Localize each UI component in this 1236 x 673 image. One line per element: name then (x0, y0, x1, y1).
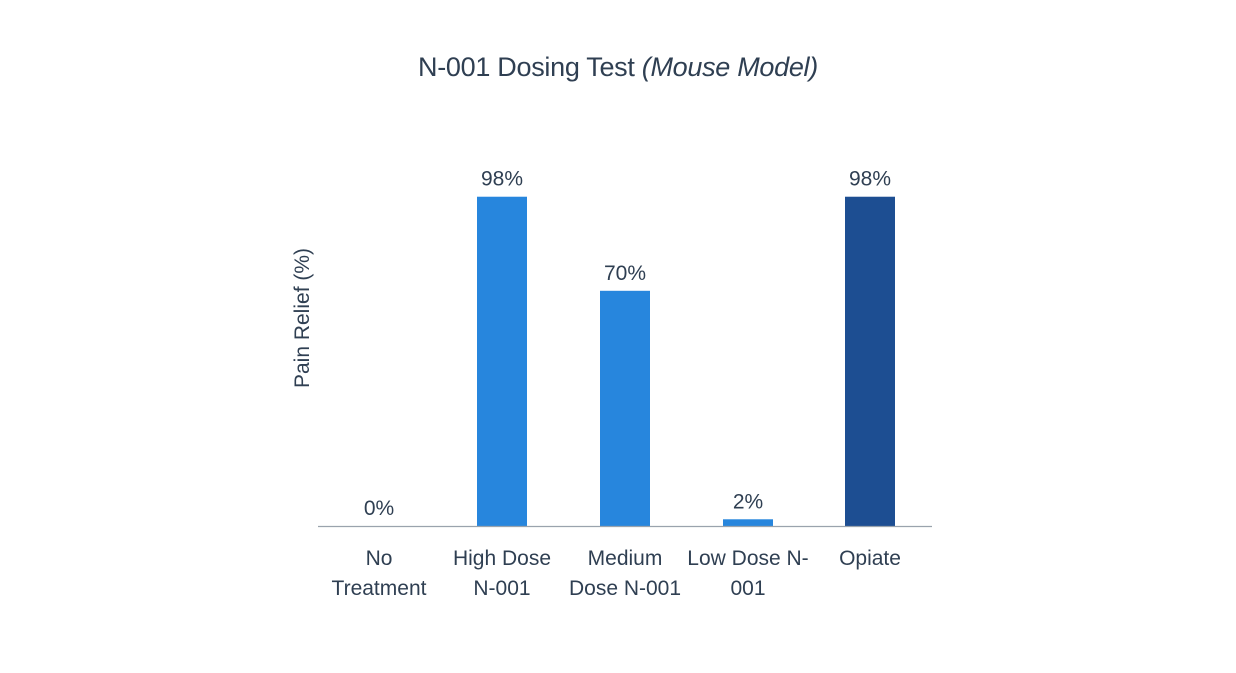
category-label-line: Low Dose N- (687, 547, 808, 570)
data-label-1: 98% (481, 168, 523, 191)
category-label-4: Opiate (839, 547, 901, 570)
category-label-line: N-001 (473, 577, 530, 600)
category-label-line: Dose N-001 (569, 577, 681, 600)
category-label-2: Medium Dose N-001 (569, 547, 681, 600)
chart-title-italic: (Mouse Model) (641, 52, 818, 82)
bar-1 (477, 196, 527, 526)
bar-2 (600, 290, 650, 526)
category-label-line: Medium (588, 547, 663, 570)
bar-3 (723, 519, 773, 526)
category-label-line: No (366, 547, 393, 570)
category-label-line: High Dose (453, 547, 551, 570)
category-label-line: Treatment (332, 577, 427, 600)
data-label-4: 98% (849, 168, 891, 191)
chart-title: N-001 Dosing Test (Mouse Model) (0, 52, 1236, 83)
category-label-line: 001 (730, 577, 765, 600)
data-label-2: 70% (604, 262, 646, 285)
category-label-1: High Dose N-001 (453, 547, 551, 600)
bar-4 (845, 196, 895, 526)
category-label-0: No Treatment (332, 547, 427, 600)
category-label-3: Low Dose N- 001 (687, 547, 808, 600)
data-label-0: 0% (364, 497, 394, 520)
category-label-line: Opiate (839, 547, 901, 570)
chart-title-main: N-001 Dosing Test (418, 52, 642, 82)
data-label-3: 2% (733, 490, 763, 513)
y-axis-label: Pain Relief (%) (291, 248, 314, 388)
